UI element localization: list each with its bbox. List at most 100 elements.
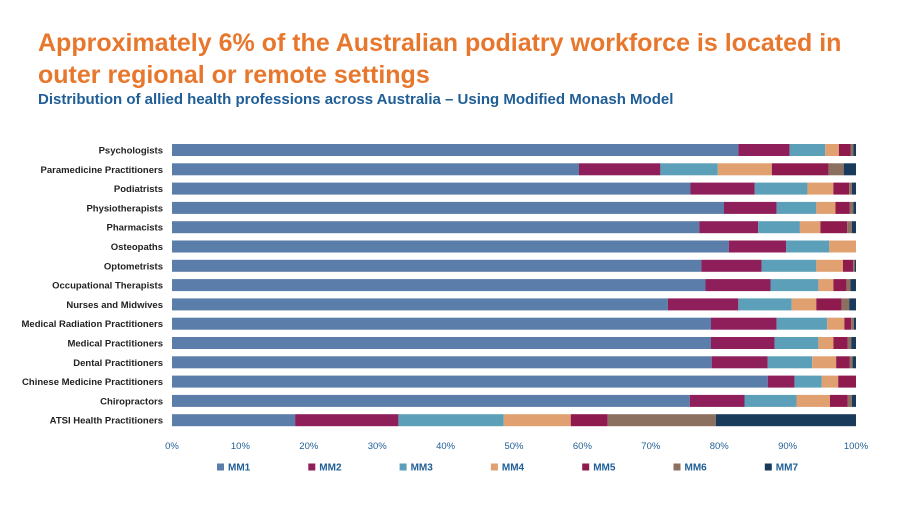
- bars-group: [172, 144, 856, 427]
- bar-segment-mm5: [838, 144, 851, 156]
- legend-swatch: [490, 463, 498, 471]
- bar-segment-mm2: [689, 394, 745, 407]
- bar-segment-mm4: [818, 279, 834, 292]
- bar-segment-mm4: [816, 259, 844, 272]
- x-tick-label: 70%: [641, 441, 661, 452]
- bar-segment-mm5: [838, 375, 856, 388]
- bar-segment-mm6: [849, 356, 853, 369]
- legend-label: MM2: [319, 463, 342, 474]
- bar-segment-mm7: [851, 394, 856, 407]
- bar-segment-mm7: [850, 279, 856, 292]
- bar-segment-mm3: [774, 337, 819, 349]
- bar-segment-mm1: [172, 201, 724, 214]
- chart-subtitle: Distribution of allied health profession…: [38, 91, 674, 108]
- x-tick-label: 10%: [231, 441, 251, 452]
- bar-segment-mm1: [172, 317, 711, 330]
- bar-segment-mm4: [807, 182, 834, 195]
- bar-segment-mm5: [843, 259, 854, 272]
- bar-segment-mm4: [717, 163, 772, 176]
- legend-swatch: [399, 463, 407, 471]
- bar-segment-mm3: [754, 182, 808, 195]
- bar-segment-mm7: [851, 182, 856, 195]
- bar-segment-mm1: [172, 298, 668, 311]
- legend-swatch: [764, 463, 772, 471]
- bar-segment-mm6: [846, 279, 851, 292]
- x-tick-label: 0%: [165, 441, 179, 452]
- bar-segment-mm4: [827, 317, 845, 330]
- legend-label: MM7: [776, 463, 799, 474]
- bar-segment-mm3: [786, 240, 830, 253]
- bar-segment-mm4: [796, 394, 831, 407]
- legend-label: MM6: [685, 463, 708, 474]
- bar-segment-mm1: [172, 259, 702, 272]
- bar-segment-mm3: [398, 414, 504, 427]
- legend-swatch: [308, 463, 316, 471]
- bar-segment-mm1: [172, 144, 739, 156]
- bar-segment-mm6: [850, 144, 854, 156]
- bar-segment-mm6: [853, 259, 855, 272]
- bar-segment-mm3: [660, 163, 718, 176]
- bar-segment-mm7: [854, 259, 856, 272]
- chart-title: Approximately 6% of the Australian podia…: [38, 29, 842, 89]
- bar-segment-mm1: [172, 337, 711, 349]
- bar-segment-mm3: [738, 298, 792, 311]
- legend-swatch: [217, 463, 224, 471]
- bar-segment-mm2: [767, 375, 795, 388]
- category-label: Psychologists: [99, 146, 163, 157]
- bar-segment-mm3: [776, 317, 828, 330]
- x-tick-label: 30%: [368, 441, 388, 452]
- bar-segment-mm2: [578, 163, 661, 176]
- bar-segment-mm3: [789, 144, 826, 156]
- bar-segment-mm1: [172, 375, 768, 388]
- bar-segment-mm5: [833, 337, 848, 349]
- bar-segment-mm7: [849, 298, 856, 311]
- bar-segment-mm4: [812, 356, 837, 369]
- bar-segment-mm6: [607, 414, 716, 427]
- bar-segment-mm4: [816, 201, 836, 214]
- category-label: Chinese Medicine Practitioners: [22, 377, 163, 388]
- bar-segment-mm2: [667, 298, 739, 311]
- category-label: Pharmacists: [106, 223, 163, 234]
- bar-segment-mm5: [830, 394, 848, 407]
- bar-segment-mm5: [835, 201, 850, 214]
- category-label: Nurses and Midwives: [66, 300, 163, 311]
- bar-segment-mm1: [172, 279, 706, 292]
- bar-segment-mm6: [847, 394, 852, 407]
- bar-segment-mm6: [851, 317, 854, 330]
- bar-segment-mm7: [852, 356, 856, 369]
- bar-segment-mm2: [738, 144, 790, 156]
- bar-segment-mm6: [847, 221, 852, 234]
- x-tick-label: 90%: [778, 441, 798, 452]
- bar-segment-mm4: [825, 144, 839, 156]
- legend-label: MM5: [593, 463, 616, 474]
- bar-segment-mm3: [761, 259, 817, 272]
- bar-segment-mm6: [849, 182, 852, 195]
- bar-segment-mm6: [847, 337, 852, 349]
- bar-segment-mm3: [767, 356, 813, 369]
- bar-segment-mm5: [570, 414, 608, 427]
- bar-segment-mm1: [172, 394, 690, 407]
- bar-segment-mm5: [820, 221, 848, 234]
- category-label: Occupational Therapists: [52, 281, 163, 292]
- bar-segment-mm7: [853, 144, 856, 156]
- bar-segment-mm5: [816, 298, 842, 311]
- x-tick-label: 100%: [844, 441, 869, 452]
- category-labels: Psychologists Paramedicine Practitioners P…: [22, 146, 163, 427]
- legend: MM1 MM2 MM3 MM4 MM5 MM6 MM7: [217, 463, 798, 474]
- bar-segment-mm2: [710, 337, 775, 349]
- category-label: Medical Radiation Practitioners: [22, 319, 163, 330]
- x-axis-ticks: 0% 10% 20% 30% 40% 50% 60% 70% 80% 90% 100%: [165, 441, 869, 452]
- bar-segment-mm1: [172, 163, 579, 176]
- bar-segment-mm7: [715, 414, 856, 427]
- bar-segment-mm4: [821, 375, 839, 388]
- bar-segment-mm2: [723, 201, 777, 214]
- bar-segment-mm7: [853, 201, 856, 214]
- category-label: ATSI Health Practitioners: [50, 416, 163, 427]
- x-tick-label: 60%: [573, 441, 593, 452]
- bar-segment-mm7: [851, 337, 856, 349]
- x-tick-label: 40%: [436, 441, 456, 452]
- category-label: Paramedicine Practitioners: [41, 165, 164, 176]
- x-tick-label: 20%: [299, 441, 319, 452]
- bar-segment-mm3: [770, 279, 819, 292]
- bar-segment-mm1: [172, 356, 712, 369]
